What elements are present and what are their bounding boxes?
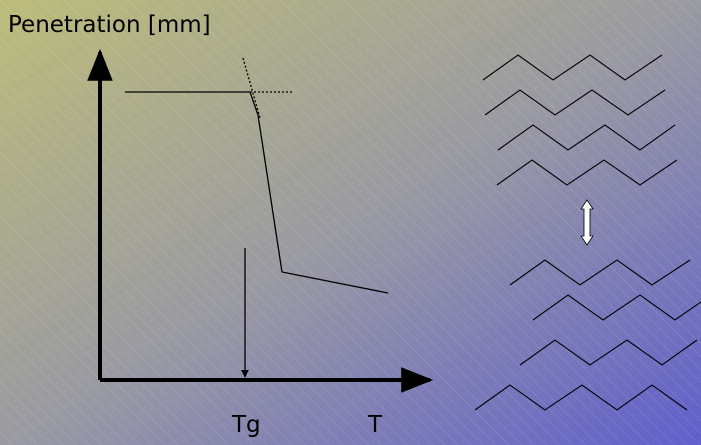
y-axis-label: Penetration [mm] xyxy=(8,12,211,38)
slide: Penetration [mm] Tg T (() => { const dat… xyxy=(0,0,701,445)
tg-label: Tg xyxy=(231,412,261,438)
t-label: T xyxy=(367,412,383,438)
